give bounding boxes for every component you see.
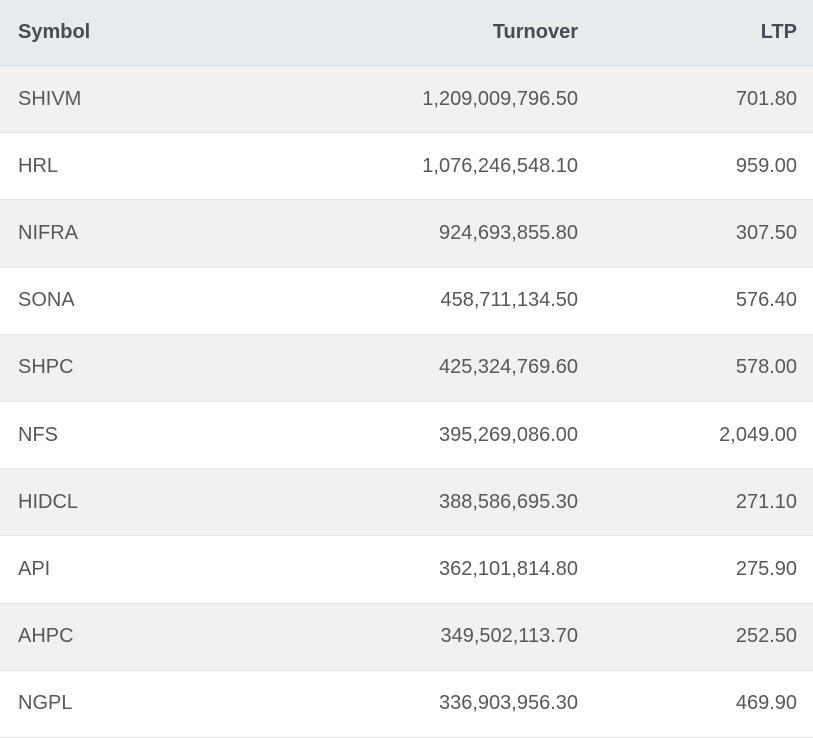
symbol-cell[interactable]: API [18, 557, 51, 580]
ltp-cell: 469.90 [735, 692, 797, 715]
table-body: SHIVM 1,209,009,796.50 701.80 HRL 1,076,246,… [0, 66, 813, 738]
symbol-cell[interactable]: NIFRA [18, 221, 78, 244]
symbol-cell[interactable]: NGPL [18, 692, 73, 715]
column-header-symbol[interactable]: Symbol [18, 21, 91, 43]
column-header-ltp[interactable]: LTP [760, 21, 797, 43]
table-row[interactable]: HRL 1,076,246,548.10 959.00 [0, 133, 813, 201]
table-row[interactable]: AHPC 349,502,113.70 252.50 [0, 603, 813, 671]
turnover-cell: 362,101,814.80 [438, 557, 578, 580]
symbol-cell[interactable]: SHPC [18, 356, 74, 379]
ltp-cell: 959.00 [735, 154, 797, 177]
turnover-cell: 349,502,113.70 [440, 625, 578, 648]
symbol-cell[interactable]: HRL [18, 154, 59, 177]
table-row[interactable]: API 362,101,814.80 275.90 [0, 536, 813, 604]
symbol-cell[interactable]: SHIVM [18, 87, 82, 110]
symbol-cell[interactable]: SONA [18, 289, 75, 312]
ltp-cell: 576.40 [735, 289, 797, 312]
turnover-cell: 425,324,769.60 [438, 356, 578, 379]
symbol-cell[interactable]: AHPC [18, 625, 74, 648]
turnover-cell: 388,586,695.30 [438, 490, 578, 513]
ltp-cell: 252.50 [735, 625, 797, 648]
table-row[interactable]: SONA 458,711,134.50 576.40 [0, 267, 813, 335]
table-row[interactable]: HIDCL 388,586,695.30 271.10 [0, 469, 813, 537]
table-row[interactable]: NFS 395,269,086.00 2,049.00 [0, 401, 813, 470]
ltp-cell: 578.00 [735, 356, 797, 379]
ltp-cell: 275.90 [735, 557, 797, 580]
ltp-cell: 701.80 [735, 87, 797, 110]
symbol-cell[interactable]: HIDCL [18, 490, 79, 513]
symbol-cell[interactable]: NFS [18, 423, 58, 446]
ltp-cell: 271.10 [735, 490, 797, 513]
ltp-cell: 307.50 [735, 221, 797, 244]
column-header-turnover[interactable]: Turnover [492, 21, 578, 43]
turnover-cell: 395,269,086.00 [438, 423, 578, 446]
turnover-cell: 1,076,246,548.10 [422, 154, 578, 177]
turnover-cell: 336,903,956.30 [438, 692, 578, 715]
table-row[interactable]: NGPL 336,903,956.30 469.90 [0, 670, 813, 738]
table-row[interactable]: SHIVM 1,209,009,796.50 701.80 [0, 66, 813, 134]
turnover-cell: 924,693,855.80 [438, 221, 578, 244]
table-row[interactable]: SHPC 425,324,769.60 578.00 [0, 334, 813, 402]
turnover-cell: 458,711,134.50 [440, 289, 578, 312]
turnover-cell: 1,209,009,796.50 [422, 87, 578, 110]
ltp-cell: 2,049.00 [719, 423, 797, 446]
table-row[interactable]: NIFRA 924,693,855.80 307.50 [0, 200, 813, 268]
table-header-row: Symbol Turnover LTP [0, 0, 813, 66]
